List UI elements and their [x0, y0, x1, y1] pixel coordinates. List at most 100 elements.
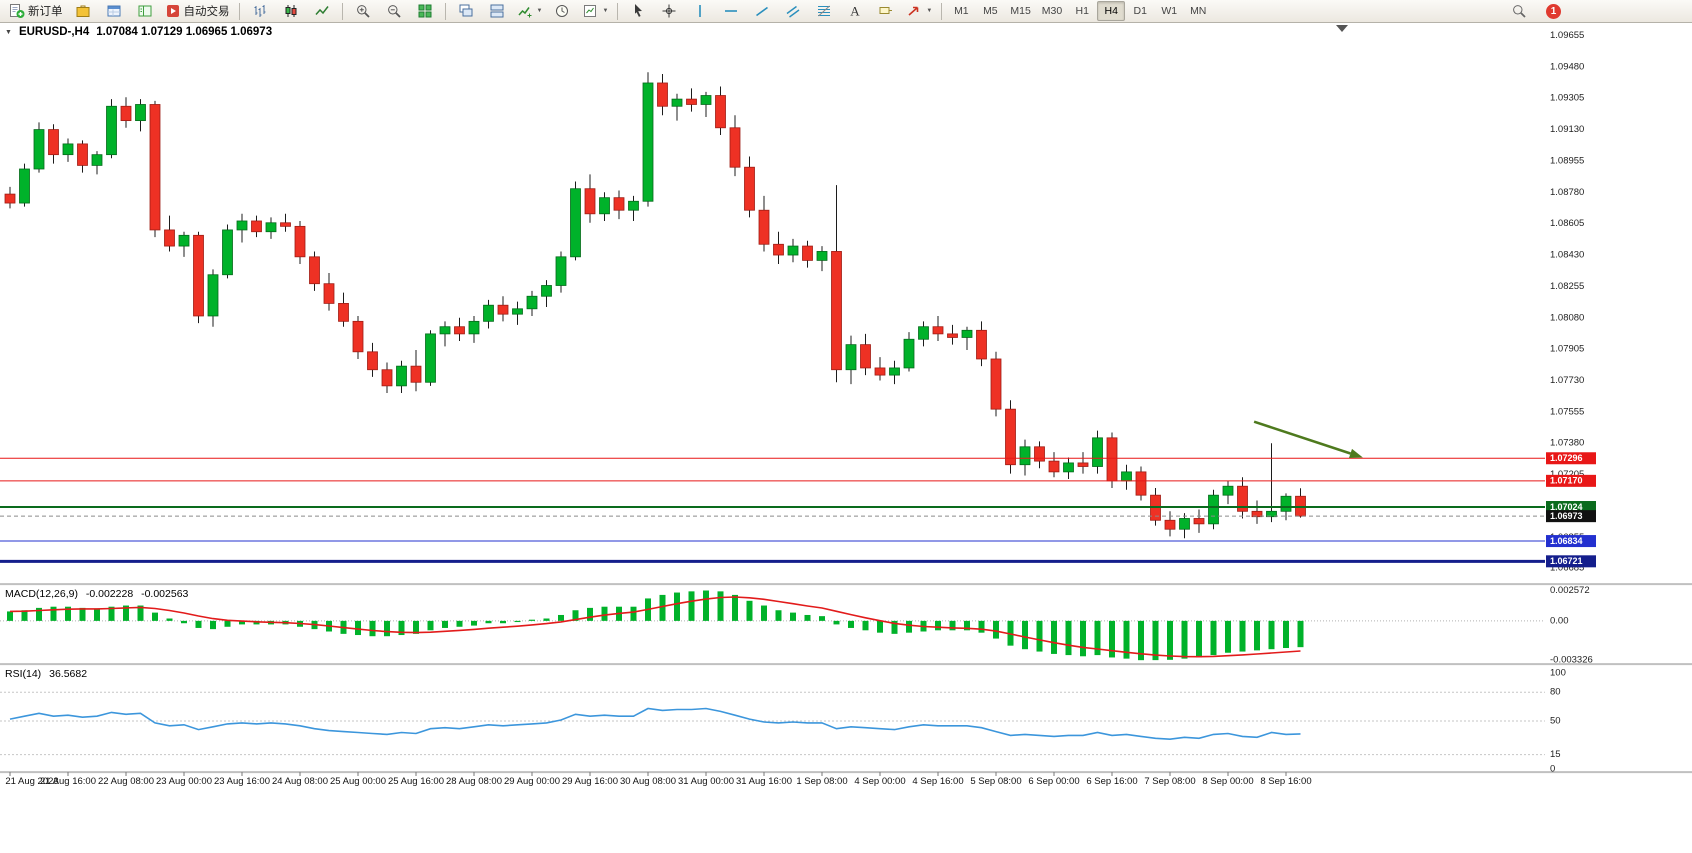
date-label: 4 Sep 00:00 [854, 776, 905, 787]
navigator-button[interactable] [130, 0, 160, 22]
arrows-tool-button[interactable]: ▼ [902, 0, 936, 22]
new-order-label: 新订单 [28, 6, 63, 18]
autotrading-button[interactable]: 自动交易 [161, 0, 234, 22]
price-tick: 1.08430 [1550, 250, 1584, 261]
timeframe-h1[interactable]: H1 [1075, 5, 1089, 17]
horizontal-line-tool-button[interactable] [716, 0, 746, 22]
timeframe-mn[interactable]: MN [1190, 5, 1207, 17]
cascade-windows-icon [458, 3, 474, 19]
navigator-icon [137, 3, 153, 19]
bar-chart-button[interactable] [245, 0, 275, 22]
toolbar-separator [444, 2, 446, 20]
date-label: 23 Aug 16:00 [214, 776, 270, 787]
channel-tool-button[interactable] [778, 0, 808, 22]
date-label: 31 Aug 00:00 [678, 776, 734, 787]
tile-windows-button[interactable] [410, 0, 440, 22]
cursor-icon [630, 3, 646, 19]
toolbar-separator [238, 2, 240, 20]
period-clock-button[interactable] [547, 0, 577, 22]
date-label: 23 Aug 00:00 [156, 776, 212, 787]
price-line-label[interactable] [1546, 474, 1596, 487]
macd-value-main: -0.002228 [85, 588, 134, 600]
macd-axis-tick: -0.003326 [1550, 655, 1593, 666]
chart-shift-marker[interactable] [1336, 25, 1348, 32]
text-tool-button[interactable]: A [840, 0, 870, 22]
date-label: 6 Sep 16:00 [1086, 776, 1137, 787]
svg-text:1.07024: 1.07024 [1550, 502, 1583, 512]
date-label: 1 Sep 08:00 [796, 776, 847, 787]
new-order-button[interactable]: 新订单 [5, 0, 67, 22]
cursor-tool-button[interactable] [623, 0, 653, 22]
price-tick: 1.07205 [1550, 469, 1584, 480]
vertical-line-tool-button[interactable] [685, 0, 715, 22]
templates-button[interactable]: ▼ [578, 0, 612, 22]
rsi-label: RSI(14) 36.5682 [5, 668, 92, 680]
toolbar-separator [941, 2, 943, 20]
vertical-line-icon [692, 3, 708, 19]
candlestick-chart-button[interactable] [276, 0, 306, 22]
date-label: 31 Aug 16:00 [736, 776, 792, 787]
candlestick-chart-icon [283, 3, 299, 19]
trend-arrow[interactable] [1253, 420, 1363, 459]
timeframe-m1[interactable]: M1 [954, 5, 969, 17]
toolbar-separator [617, 2, 619, 20]
timeframe-m30[interactable]: M30 [1041, 5, 1063, 17]
market-watch-button[interactable] [68, 0, 98, 22]
svg-text:1.07296: 1.07296 [1550, 453, 1583, 463]
zoom-out-button[interactable] [379, 0, 409, 22]
date-label: 28 Aug 08:00 [446, 776, 502, 787]
data-window-button[interactable] [99, 0, 129, 22]
chart-canvas[interactable]: 1.09655 1.09480 1.09305 1.09130 1.08955 1.087… [0, 23, 1692, 853]
market-watch-icon [75, 3, 91, 19]
timeframe-h4[interactable]: H4 [1097, 1, 1126, 21]
date-label: 21 Aug 2023 [5, 776, 58, 787]
svg-text:A: A [851, 4, 861, 19]
svg-text:1.06973: 1.06973 [1550, 511, 1583, 521]
arrange-windows-icon [489, 3, 505, 19]
cascade-windows-button[interactable] [451, 0, 481, 22]
price-line-label[interactable] [1546, 535, 1596, 548]
fibonacci-icon [816, 3, 832, 19]
date-label: 6 Sep 00:00 [1028, 776, 1079, 787]
indicators-button[interactable]: ▼ [513, 0, 547, 22]
main-toolbar: 新订单 自动交易 ▼ [0, 0, 1692, 23]
date-label: 24 Aug 08:00 [272, 776, 328, 787]
rsi-axis-tick: 100 [1550, 668, 1566, 679]
price-line-label[interactable] [1546, 501, 1596, 514]
price-tick: 1.07905 [1550, 344, 1584, 355]
timeframe-m15[interactable]: M15 [1010, 5, 1031, 17]
date-label: 25 Aug 00:00 [330, 776, 386, 787]
search-button[interactable] [1504, 0, 1534, 22]
price-line-label[interactable] [1546, 555, 1596, 568]
chart-title: ▼ EURUSD-,H4 1.07084 1.07129 1.06965 1.0… [5, 26, 272, 38]
timeframe-m5[interactable]: M5 [983, 5, 998, 17]
timeframe-d1[interactable]: D1 [1133, 5, 1147, 17]
trendline-tool-button[interactable] [747, 0, 777, 22]
price-tick: 1.08605 [1550, 218, 1584, 229]
price-tick: 1.09655 [1550, 30, 1584, 41]
label-tool-button[interactable] [871, 0, 901, 22]
trendline-icon [754, 3, 770, 19]
notification-badge[interactable]: 1 [1546, 3, 1561, 19]
crosshair-tool-button[interactable] [654, 0, 684, 22]
fibonacci-tool-button[interactable] [809, 0, 839, 22]
candlestick-plot [4, 72, 1306, 539]
rsi-axis-tick: 80 [1550, 687, 1561, 698]
channel-icon [785, 3, 801, 19]
autotrading-label: 自动交易 [183, 6, 230, 18]
svg-text:1.06834: 1.06834 [1550, 536, 1583, 546]
timeframe-w1[interactable]: W1 [1161, 5, 1178, 17]
price-line-label[interactable] [1546, 452, 1596, 465]
arrange-windows-button[interactable] [482, 0, 512, 22]
date-label: 4 Sep 16:00 [912, 776, 963, 787]
zoom-in-button[interactable] [348, 0, 378, 22]
price-tick: 1.06685 [1550, 562, 1584, 573]
macd-label: MACD(12,26,9) -0.002228 -0.002563 [5, 588, 193, 600]
chart-collapse-icon[interactable]: ▼ [5, 28, 12, 36]
line-chart-button[interactable] [307, 0, 337, 22]
price-tick: 1.08080 [1550, 312, 1584, 323]
chart-window[interactable]: ▼ EURUSD-,H4 1.07084 1.07129 1.06965 1.0… [0, 23, 1692, 853]
macd-name: MACD(12,26,9) [5, 588, 78, 600]
date-label: 5 Sep 08:00 [970, 776, 1021, 787]
svg-text:1.07170: 1.07170 [1550, 476, 1583, 486]
